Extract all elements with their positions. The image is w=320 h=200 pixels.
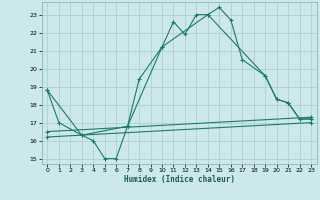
X-axis label: Humidex (Indice chaleur): Humidex (Indice chaleur) bbox=[124, 175, 235, 184]
